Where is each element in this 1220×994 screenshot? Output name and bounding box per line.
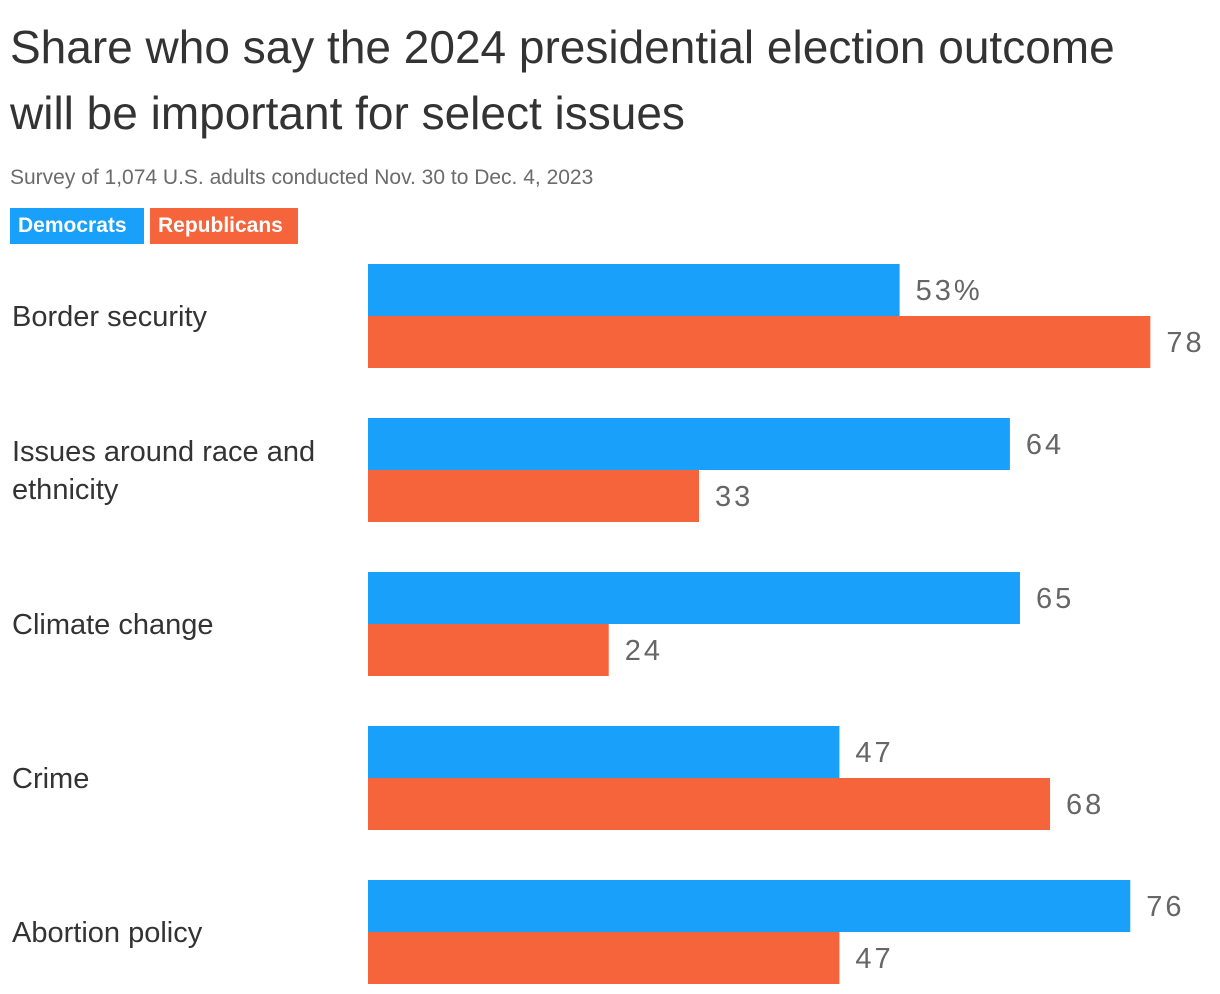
bar-democrats: [368, 880, 1131, 932]
category-label: Border security: [12, 301, 208, 333]
category-label: Crime: [12, 763, 89, 795]
value-label: 47: [855, 737, 893, 769]
category-label: Issues around race and ethnicity: [12, 436, 315, 506]
chart-subtitle: Survey of 1,074 U.S. adults conducted No…: [10, 166, 594, 189]
value-label: 68: [1066, 789, 1104, 821]
value-label: 76: [1146, 891, 1184, 923]
value-label: 64: [1026, 429, 1064, 461]
bar-republicans: [368, 778, 1051, 830]
bar-republicans: [368, 316, 1151, 368]
bar-democrats: [368, 726, 840, 778]
category-label: Abortion policy: [12, 917, 203, 949]
chart-title: Share who say the 2024 presidential elec…: [10, 21, 1115, 139]
value-label: 78: [1166, 327, 1204, 359]
value-label: 33: [715, 481, 753, 513]
value-label: 53%: [916, 275, 983, 307]
bar-democrats: [368, 264, 900, 316]
legend-democrats: Democrats: [10, 208, 144, 244]
value-label: 24: [625, 635, 663, 667]
legend-republicans: Republicans: [150, 208, 298, 244]
value-label: 47: [855, 943, 893, 975]
bar-republicans: [368, 624, 609, 676]
category-label: Climate change: [12, 609, 214, 641]
bar-democrats: [368, 418, 1010, 470]
bar-republicans: [368, 932, 840, 984]
value-label: 65: [1036, 583, 1074, 615]
bar-democrats: [368, 572, 1020, 624]
bar-republicans: [368, 470, 699, 522]
